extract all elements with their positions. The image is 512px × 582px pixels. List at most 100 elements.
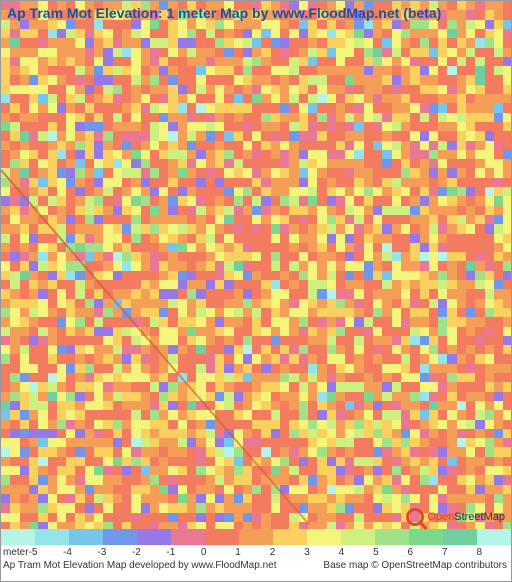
elevation-cell — [38, 38, 48, 48]
elevation-cell — [503, 457, 511, 467]
elevation-cell — [178, 503, 188, 513]
legend-swatch — [375, 529, 409, 545]
elevation-cell — [457, 131, 467, 141]
elevation-cell — [178, 457, 188, 467]
elevation-cell — [224, 271, 234, 281]
elevation-cell — [85, 38, 95, 48]
scale-value: -2 — [132, 547, 166, 558]
scale-value: 3 — [304, 547, 338, 558]
legend-swatch — [273, 529, 307, 545]
elevation-cell — [271, 85, 281, 95]
elevation-cell — [503, 410, 511, 420]
elevation-cell — [457, 457, 467, 467]
scale-value: -4 — [63, 547, 97, 558]
credit-right: Base map © OpenStreetMap contributors — [323, 560, 507, 571]
credits: Ap Tram Mot Elevation Map developed by w… — [1, 558, 511, 571]
elevation-cell — [224, 364, 234, 374]
legend-swatch — [137, 529, 171, 545]
elevation-cell — [410, 317, 420, 327]
legend-swatch — [307, 529, 341, 545]
elevation-cell — [317, 503, 327, 513]
elevation-cell — [224, 38, 234, 48]
osm-logo: OpenStreetMap — [406, 508, 505, 526]
elevation-cell — [271, 271, 281, 281]
elevation-cell — [224, 317, 234, 327]
elevation-cell — [317, 131, 327, 141]
elevation-cell — [364, 271, 374, 281]
elevation-cell — [410, 38, 420, 48]
elevation-cell — [457, 85, 467, 95]
scale-value: 2 — [270, 547, 304, 558]
elevation-cell — [503, 85, 511, 95]
elevation-cell — [131, 38, 141, 48]
elevation-cell — [271, 410, 281, 420]
elevation-cell — [131, 410, 141, 420]
search-icon — [406, 508, 424, 526]
elevation-cell — [178, 131, 188, 141]
elevation-cell — [85, 364, 95, 374]
scale-value: 0 — [201, 547, 235, 558]
elevation-cell — [224, 410, 234, 420]
elevation-cell — [224, 131, 234, 141]
elevation-cell — [457, 317, 467, 327]
elevation-cell — [38, 178, 48, 188]
elevation-cell — [364, 457, 374, 467]
elevation-cell — [38, 503, 48, 513]
elevation-cell — [364, 503, 374, 513]
legend-swatch — [69, 529, 103, 545]
osm-text: OpenStreetMap — [427, 511, 505, 523]
color-legend — [1, 529, 511, 545]
elevation-cell — [410, 410, 420, 420]
elevation-cell — [38, 364, 48, 374]
elevation-cell — [131, 224, 141, 234]
elevation-cell — [410, 364, 420, 374]
elevation-cell — [317, 85, 327, 95]
legend-swatch — [171, 529, 205, 545]
legend-swatch — [443, 529, 477, 545]
legend-swatch — [205, 529, 239, 545]
elevation-cell — [271, 178, 281, 188]
elevation-cell — [224, 457, 234, 467]
elevation-cell — [503, 38, 511, 48]
elevation-map — [1, 1, 511, 531]
elevation-cell — [317, 410, 327, 420]
scale-row: meter -5-4-3-2-1012345678 — [1, 545, 511, 558]
elevation-cell — [503, 131, 511, 141]
legend-swatch — [103, 529, 137, 545]
elevation-cell — [364, 364, 374, 374]
scale-value: 4 — [339, 547, 373, 558]
scale-value: 6 — [408, 547, 442, 558]
elevation-cell — [457, 410, 467, 420]
legend-swatch — [35, 529, 69, 545]
map-title: Ap Tram Mot Elevation: 1 meter Map by ww… — [7, 5, 441, 21]
elevation-cell — [317, 317, 327, 327]
elevation-cell — [364, 38, 374, 48]
scale-value: 8 — [476, 547, 510, 558]
elevation-cell — [503, 364, 511, 374]
elevation-cell — [85, 317, 95, 327]
elevation-cell — [85, 457, 95, 467]
elevation-cell — [178, 317, 188, 327]
elevation-cell — [178, 364, 188, 374]
elevation-cell — [224, 224, 234, 234]
elevation-cell — [131, 457, 141, 467]
elevation-cell — [38, 271, 48, 281]
elevation-cell — [317, 364, 327, 374]
elevation-cell — [317, 457, 327, 467]
elevation-cell — [271, 317, 281, 327]
elevation-cell — [85, 410, 95, 420]
elevation-cell — [38, 224, 48, 234]
elevation-cell — [410, 457, 420, 467]
elevation-cell — [317, 271, 327, 281]
elevation-cell — [410, 271, 420, 281]
elevation-cell — [38, 85, 48, 95]
elevation-cell — [224, 503, 234, 513]
legend-swatch — [341, 529, 375, 545]
elevation-cell — [503, 178, 511, 188]
elevation-cell — [131, 503, 141, 513]
elevation-cell — [178, 85, 188, 95]
elevation-cell — [38, 317, 48, 327]
scale-value: 7 — [442, 547, 476, 558]
elevation-cell — [317, 38, 327, 48]
elevation-cell — [271, 503, 281, 513]
